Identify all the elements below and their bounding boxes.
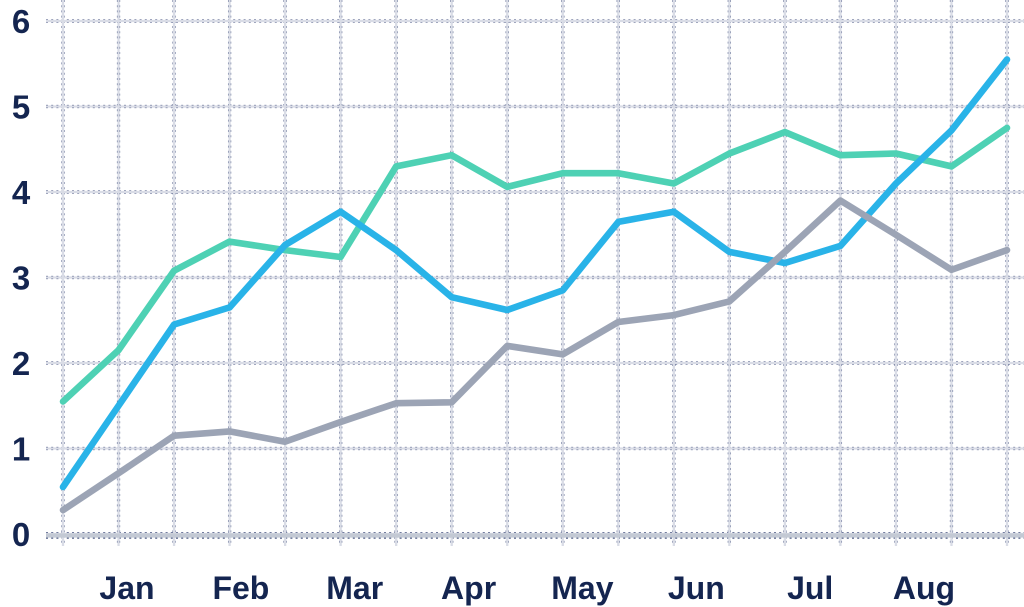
x-axis-month-label: Feb	[212, 570, 269, 606]
series-line-teal	[59, 124, 1011, 405]
series-line-cyan-blue	[59, 56, 1011, 491]
y-axis-tick-label: 3	[12, 260, 30, 297]
x-axis-month-label: Aug	[893, 570, 955, 606]
x-axis-month-label: Mar	[326, 570, 383, 606]
x-axis-month-label: Jun	[668, 570, 725, 606]
y-axis-tick-label: 6	[12, 3, 30, 40]
x-axis-month-label: Jul	[787, 570, 833, 606]
grid-dashed-layer	[46, 0, 1024, 546]
grid-light-layer	[46, 0, 1024, 546]
y-axis-tick-label: 0	[12, 516, 30, 553]
y-axis-tick-label: 2	[12, 345, 30, 382]
x-axis-month-label: May	[551, 570, 613, 606]
x-axis-month-label: Apr	[441, 570, 496, 606]
x-axis-month-label: Jan	[99, 570, 154, 606]
series-line-gray	[59, 197, 1011, 514]
y-axis-tick-label: 1	[12, 431, 30, 468]
y-axis-tick-label: 4	[12, 174, 31, 211]
y-axis-tick-label: 5	[12, 89, 30, 126]
axis-labels-layer: 6 5 4 3 2 1 0 Jan Feb Mar Apr May Jun Jul Aug	[12, 3, 955, 606]
